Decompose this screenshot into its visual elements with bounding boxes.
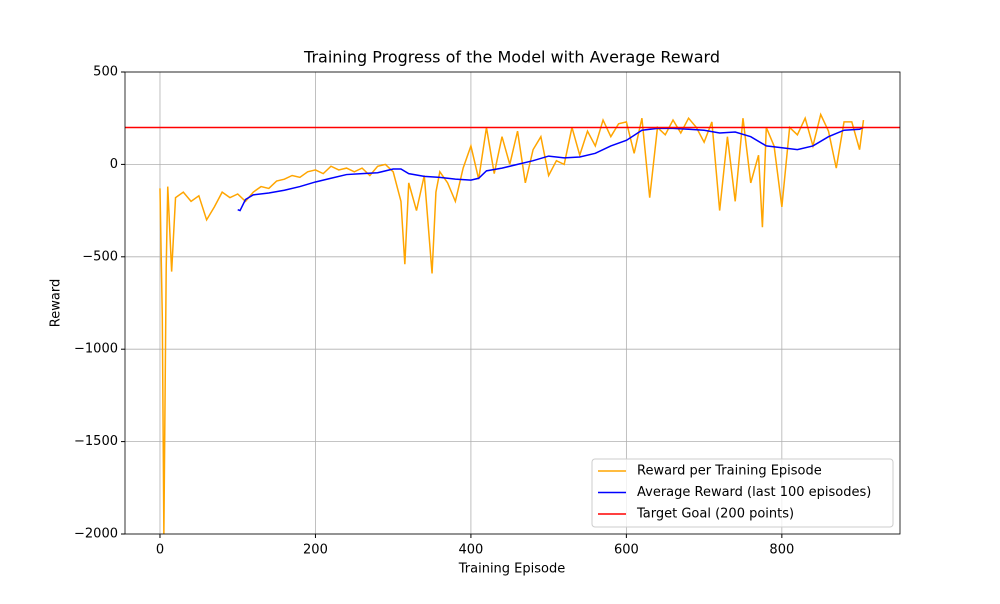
x-axis-label: Training Episode [458,562,565,577]
plot-frame [124,71,901,535]
y-tick-label: −1000 [74,342,118,357]
legend-box [591,458,894,528]
y-tick-label: 500 [93,65,118,80]
chart-title: Training Progress of the Model with Aver… [303,48,720,67]
legend-label: Reward per Training Episode [637,464,822,479]
legend-label: Target Goal (200 points) [636,507,794,522]
x-tick-label: 200 [303,543,328,558]
y-tick-label: −2000 [74,527,118,542]
x-tick-label: 800 [769,543,794,558]
y-tick-label: −1500 [74,434,118,449]
y-tick-label: 0 [110,157,118,172]
series-line [159,112,865,534]
x-tick-label: 600 [614,543,639,558]
legend-label: Average Reward (last 100 episodes) [637,485,871,500]
y-tick-label: −500 [82,249,118,264]
series-line [237,126,864,212]
x-tick-label: 400 [458,543,483,558]
y-axis-label: Reward [49,279,64,327]
x-tick-label: 0 [156,543,164,558]
